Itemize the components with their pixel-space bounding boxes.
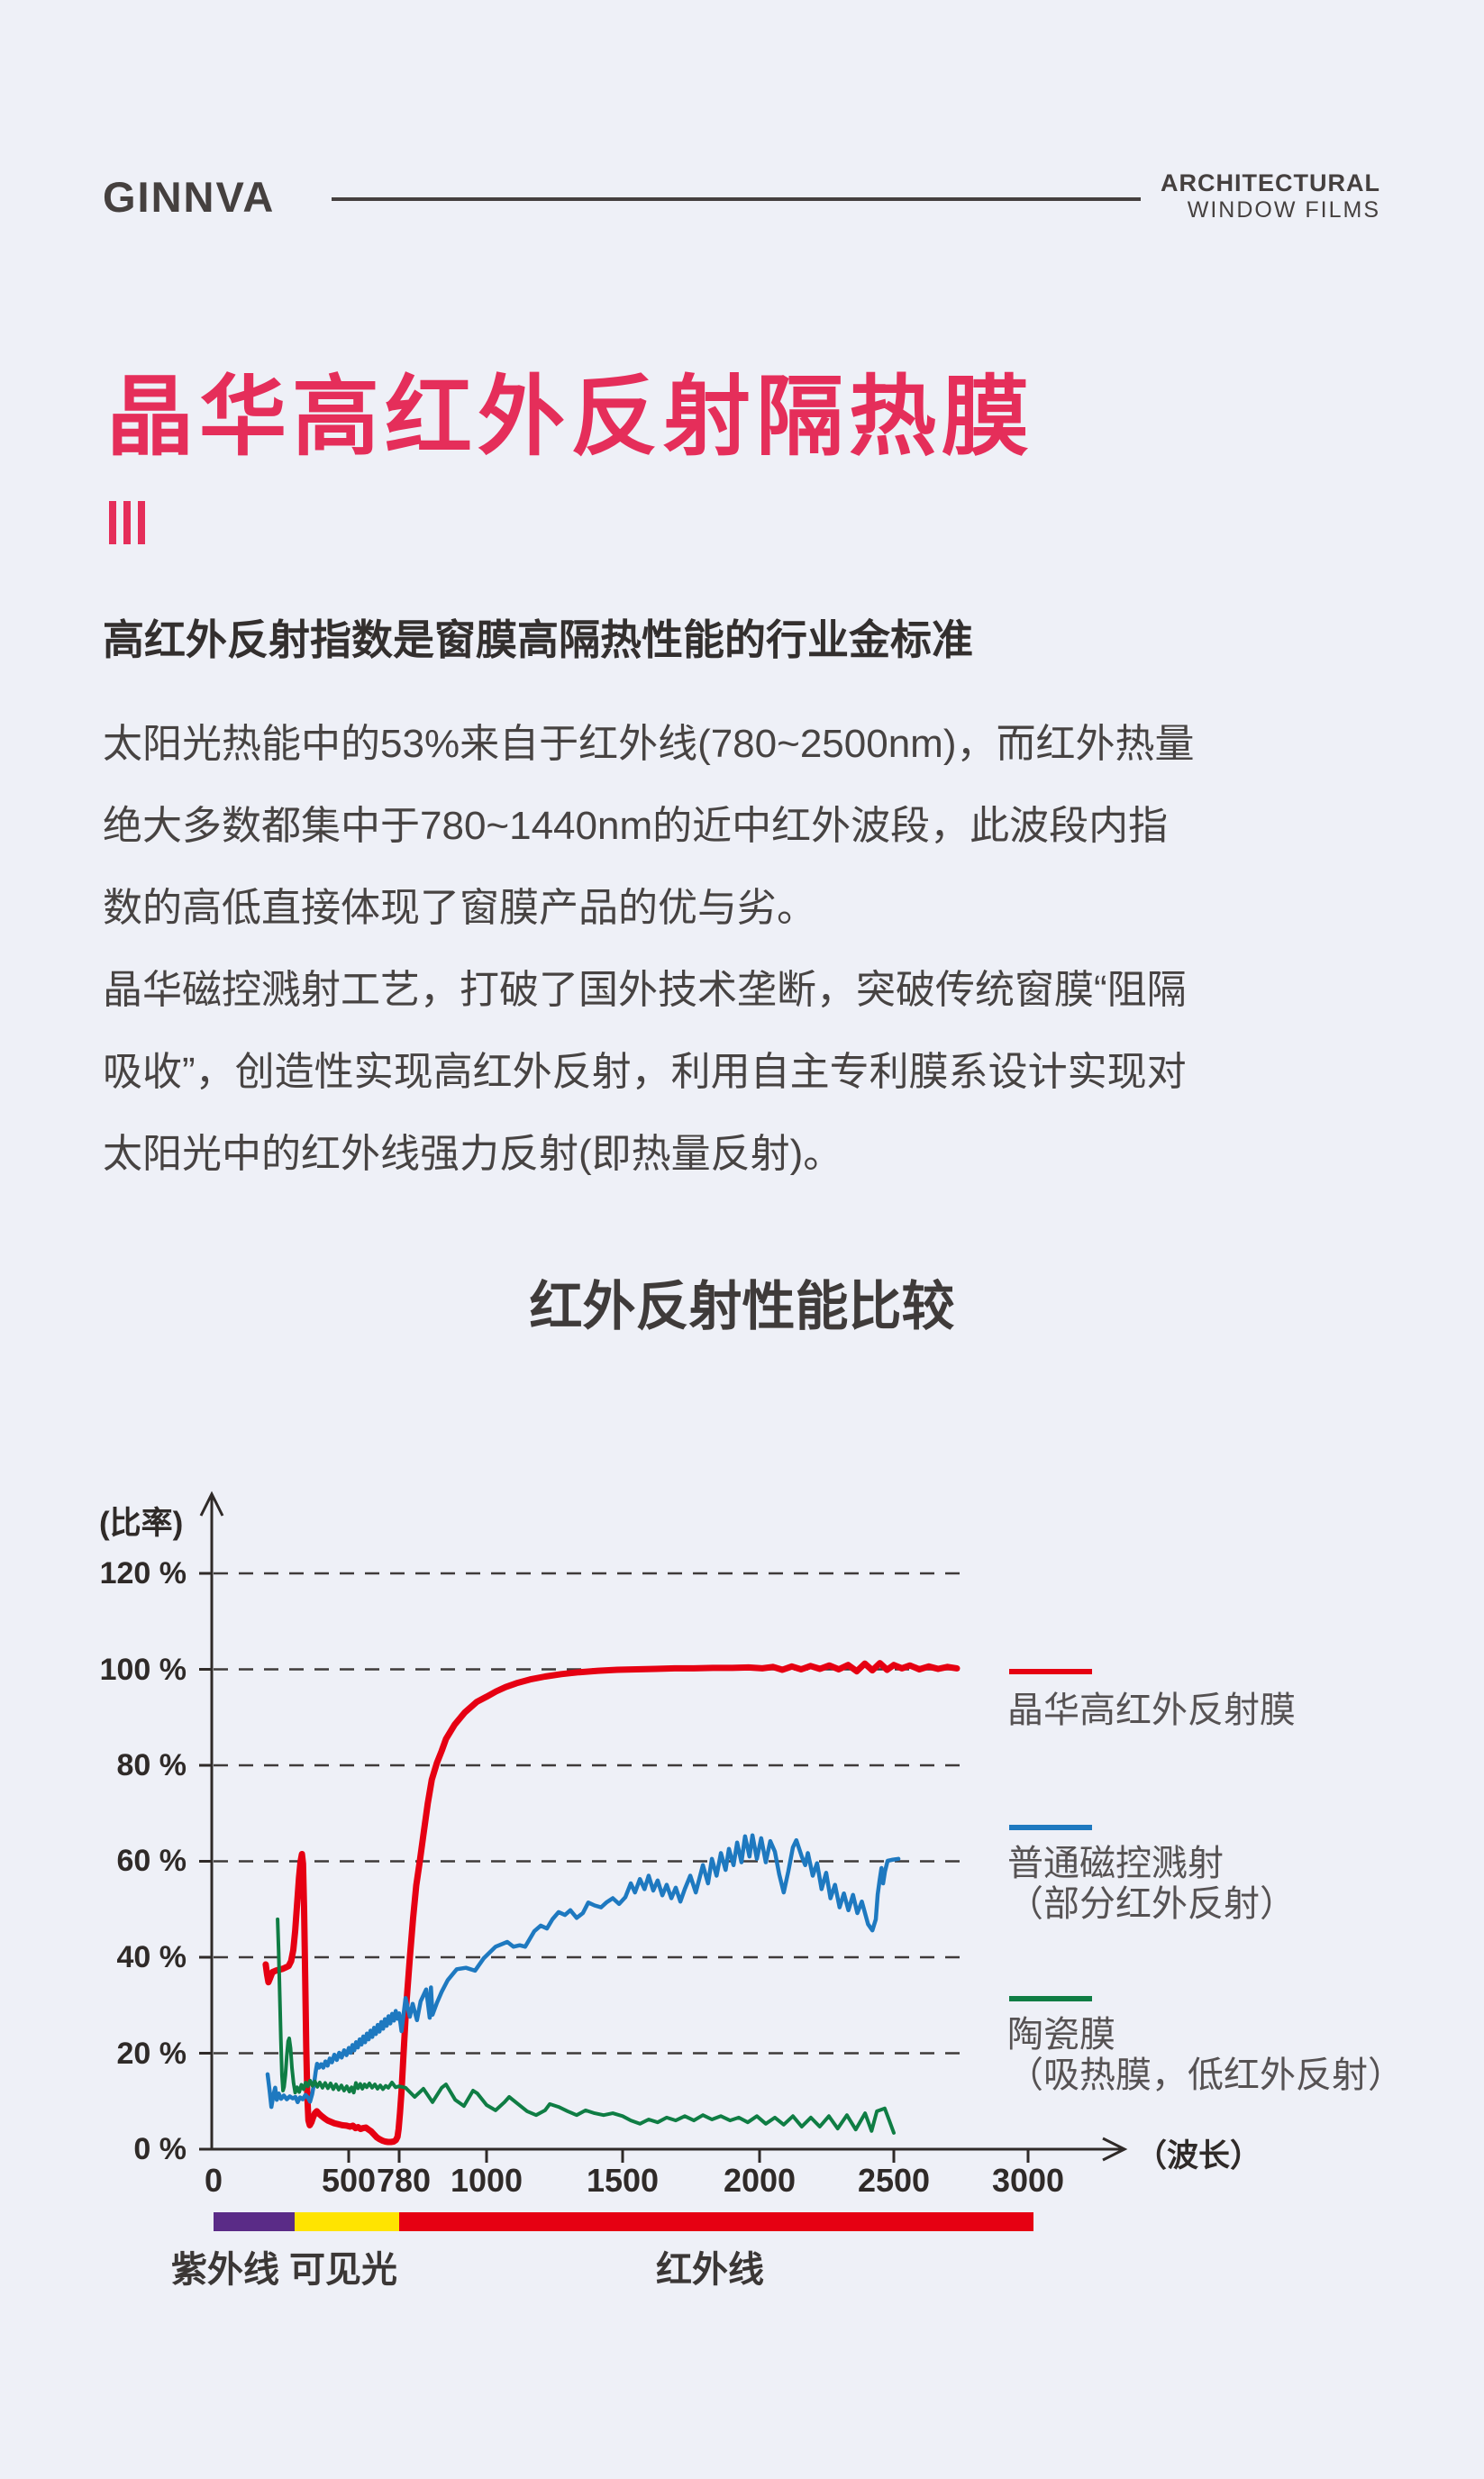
y-tick-label: 80 % <box>116 1748 187 1782</box>
brand-logo: GINNVA <box>103 173 276 221</box>
intro-line: 太阳光中的红外线强力反射(即热量反射)。 <box>103 1132 843 1176</box>
y-tick-label: 60 % <box>116 1844 187 1878</box>
x-tick-label: 1500 <box>586 2162 660 2199</box>
legend-label-jinghua: 晶华高红外反射膜 <box>1007 1691 1296 1730</box>
legend-label-sputtering: 普通磁控溅射 （部分红外反射） <box>1007 1844 1296 1925</box>
y-tick-label: 0 % <box>133 2132 187 2166</box>
legend-label-line: 普通磁控溅射 <box>1007 1844 1224 1883</box>
legend-label-line: 陶瓷膜 <box>1007 2015 1115 2055</box>
legend-label-line: （部分红外反射） <box>1007 1884 1296 1924</box>
band-label-uv: 紫外线 <box>171 2250 279 2290</box>
y-tick-label: 120 % <box>99 1556 187 1590</box>
accent-bar <box>123 501 131 544</box>
intro-line: 绝大多数都集中于780~1440nm的近中红外波段，此波段内指 <box>103 804 1169 848</box>
header-divider-line <box>332 197 1141 201</box>
legend-label-ceramic: 陶瓷膜 （吸热膜，低红外反射） <box>1007 2015 1404 2096</box>
section-heading: 高红外反射指数是窗膜高隔热性能的行业金标准 <box>103 616 973 663</box>
intro-line: 吸收”，创造性实现高红外反射，利用自主专利膜系设计实现对 <box>103 1050 1187 1094</box>
x-axis-unit-label: （波长） <box>1135 2138 1262 2174</box>
band-label-visible: 可见光 <box>289 2250 397 2290</box>
brand-subtitle-line2: WINDOW FILMS <box>1187 197 1380 223</box>
chart-title: 红外反射性能比较 <box>529 1277 955 1336</box>
accent-bar <box>138 501 145 544</box>
x-tick-label: 3000 <box>991 2162 1065 2199</box>
band-label-infrared: 红外线 <box>656 2250 764 2290</box>
x-tick-label: 780 <box>376 2162 432 2199</box>
accent-bars-decoration <box>109 501 145 544</box>
legend-swatch-jinghua <box>1009 1669 1092 1674</box>
y-tick-label: 20 % <box>116 2037 187 2071</box>
brand-subtitle-line1: ARCHITECTURAL <box>1161 169 1380 196</box>
x-tick-label: 0 <box>204 2162 223 2199</box>
x-tick-label: 1000 <box>450 2162 523 2199</box>
x-tick-label: 500 <box>321 2162 377 2199</box>
intro-line: 太阳光热能中的53%来自于红外线(780~2500nm)，而红外热量 <box>103 722 1195 766</box>
brand-subtitle: ARCHITECTURAL WINDOW FILMS <box>991 169 1380 223</box>
accent-bar <box>109 501 116 544</box>
page-title: 晶华高红外反射隔热膜 <box>106 368 1034 466</box>
x-tick-label: 2000 <box>723 2162 797 2199</box>
legend-label-line: （吸热膜，低红外反射） <box>1007 2055 1404 2095</box>
legend-swatch-sputtering <box>1009 1825 1092 1830</box>
legend-swatch-ceramic <box>1009 1996 1092 2001</box>
intro-paragraph: 太阳光热能中的53%来自于红外线(780~2500nm)，而红外热量 绝大多数都… <box>103 703 1194 1195</box>
x-tick-label: 2500 <box>857 2162 931 2199</box>
y-tick-label: 40 % <box>116 1940 187 1974</box>
y-axis-unit-label: (比率) <box>99 1506 184 1541</box>
intro-line: 晶华磁控溅射工艺，打破了国外技术垄断，突破传统窗膜“阻隔 <box>103 968 1187 1012</box>
intro-line: 数的高低直接体现了窗膜产品的优与劣。 <box>103 886 816 930</box>
y-tick-label: 100 % <box>99 1653 187 1687</box>
